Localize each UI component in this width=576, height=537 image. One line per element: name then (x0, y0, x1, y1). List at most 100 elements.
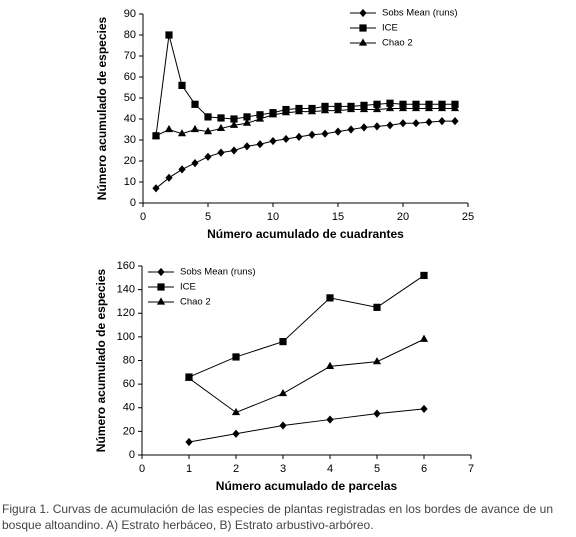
y-tick-label: 80 (124, 29, 136, 41)
marker (373, 100, 381, 108)
y-tick-label: 20 (123, 425, 135, 437)
marker (203, 127, 213, 135)
marker (419, 334, 429, 342)
x-tick-label: 4 (327, 463, 333, 475)
y-tick-label: 90 (124, 8, 136, 20)
legend-marker (157, 283, 165, 291)
legend-label: Chao 2 (382, 38, 413, 49)
marker (165, 31, 173, 39)
x-tick-label: 15 (332, 211, 344, 223)
x-tick-label: 1 (186, 463, 192, 475)
marker (308, 130, 316, 139)
y-tick-label: 60 (123, 378, 135, 390)
y-axis-title: Número acumulado de especies (95, 16, 109, 200)
series-line (155, 34, 455, 136)
marker (411, 103, 421, 112)
marker (269, 136, 277, 146)
marker (229, 120, 239, 128)
marker (307, 107, 317, 115)
x-tick-label: 3 (280, 463, 286, 475)
x-tick-label: 20 (397, 211, 409, 223)
legend-marker (359, 24, 367, 32)
marker (425, 118, 433, 127)
marker (412, 119, 420, 128)
legend-label: Sobs Mean (runs) (382, 8, 458, 19)
marker (372, 104, 382, 113)
marker (385, 103, 395, 112)
series-line (188, 275, 425, 378)
marker (278, 388, 288, 397)
y-tick-label: 140 (117, 284, 135, 296)
y-tick-label: 100 (117, 331, 135, 343)
marker (347, 125, 355, 134)
marker (204, 152, 212, 161)
marker (151, 131, 161, 139)
y-tick-label: 50 (124, 92, 136, 104)
marker (320, 106, 330, 114)
x-tick-label: 10 (267, 211, 279, 223)
x-tick-label: 6 (421, 463, 427, 475)
marker (279, 338, 287, 346)
marker (243, 142, 251, 151)
marker (164, 124, 174, 133)
series-line (188, 408, 425, 443)
marker (256, 140, 264, 149)
marker (373, 122, 381, 131)
marker (281, 108, 291, 116)
marker (230, 115, 238, 123)
marker (360, 123, 368, 132)
x-tick-label: 0 (139, 463, 145, 475)
marker (178, 165, 186, 174)
y-tick-label: 0 (130, 197, 136, 209)
marker (399, 119, 407, 128)
marker (373, 303, 381, 311)
marker (279, 421, 287, 430)
marker (398, 103, 408, 112)
marker (217, 114, 225, 122)
marker (451, 117, 459, 126)
marker (178, 81, 186, 89)
marker (334, 127, 342, 136)
legend-label: Sobs Mean (runs) (180, 267, 256, 278)
y-tick-label: 40 (123, 402, 135, 414)
marker (191, 100, 199, 108)
marker (326, 294, 334, 302)
x-axis-title: Número acumulado de parcelas (216, 479, 398, 493)
y-tick-label: 30 (124, 134, 136, 146)
marker (294, 107, 304, 115)
marker (386, 99, 394, 107)
marker (184, 373, 194, 381)
marker (346, 104, 356, 113)
marker (450, 103, 460, 112)
legend-marker (156, 297, 166, 305)
marker (191, 159, 199, 168)
legend-label: ICE (382, 23, 398, 34)
marker (420, 404, 428, 414)
marker (165, 173, 173, 182)
marker (152, 184, 160, 193)
series-line (155, 108, 455, 137)
marker (230, 146, 238, 155)
legend-marker (359, 8, 367, 18)
marker (295, 132, 303, 141)
marker (190, 124, 200, 133)
y-tick-label: 20 (124, 155, 136, 167)
caption-line: bosque altoandino. A) Estrato herbáceo, … (2, 518, 374, 532)
marker (268, 110, 278, 118)
marker (243, 113, 251, 121)
y-axis-title: Número acumulado de especies (94, 268, 108, 452)
marker (177, 129, 187, 137)
marker (373, 409, 381, 418)
marker (386, 121, 394, 130)
marker (232, 353, 240, 361)
marker (420, 271, 428, 280)
x-tick-label: 2 (233, 463, 239, 475)
y-tick-label: 80 (123, 354, 135, 366)
y-tick-label: 10 (124, 176, 136, 188)
marker (231, 407, 241, 416)
y-tick-label: 40 (124, 113, 136, 125)
x-axis-title: Número acumulado de cuadrantes (207, 227, 404, 241)
marker (438, 117, 446, 126)
marker (437, 103, 447, 112)
